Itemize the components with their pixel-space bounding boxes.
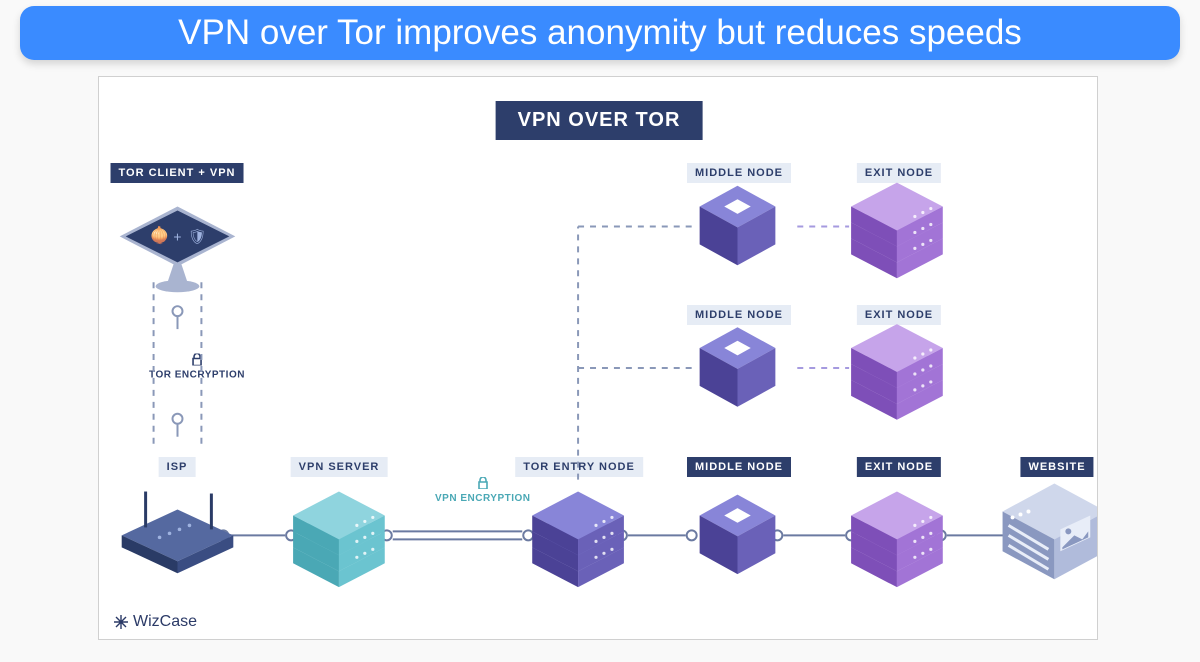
lock-icon [192,354,202,366]
label-website: WEBSITE [1020,457,1093,477]
label-isp: ISP [159,457,196,477]
svg-text:🧅: 🧅 [150,225,170,244]
annotation-vpn-encryption: VPN ENCRYPTION [435,477,531,504]
label-mid2: MIDDLE NODE [687,305,791,325]
label-entry: TOR ENTRY NODE [515,457,643,477]
brand-text: WizCase [133,613,197,631]
svg-text:🛡: 🛡 [188,228,207,245]
diagram-canvas: VPN OVER TOR TOR CLIENT + VPN ISP VPN SERV… [98,76,1098,640]
brand-logo: WizCase [113,613,197,631]
diagram-title: VPN OVER TOR [496,101,703,140]
annotation-text: VPN ENCRYPTION [435,493,531,504]
label-exit1: EXIT NODE [857,163,941,183]
label-tor-client: TOR CLIENT + VPN [111,163,244,183]
label-mid3: MIDDLE NODE [687,457,791,477]
label-vpn: VPN SERVER [291,457,388,477]
brand-icon [113,614,129,630]
label-exit2: EXIT NODE [857,305,941,325]
annotation-tor-encryption: TOR ENCRYPTION [149,354,245,381]
lock-icon [478,477,488,489]
diagram-title-text: VPN OVER TOR [518,109,681,131]
label-mid1: MIDDLE NODE [687,163,791,183]
headline-banner: VPN over Tor improves anonymity but redu… [20,6,1180,60]
headline-text: VPN over Tor improves anonymity but redu… [178,13,1022,53]
svg-text:+: + [173,228,181,244]
annotation-text: TOR ENCRYPTION [149,370,245,381]
label-exit3: EXIT NODE [857,457,941,477]
diagram-svg: 🧅+ 🛡 [99,77,1097,639]
